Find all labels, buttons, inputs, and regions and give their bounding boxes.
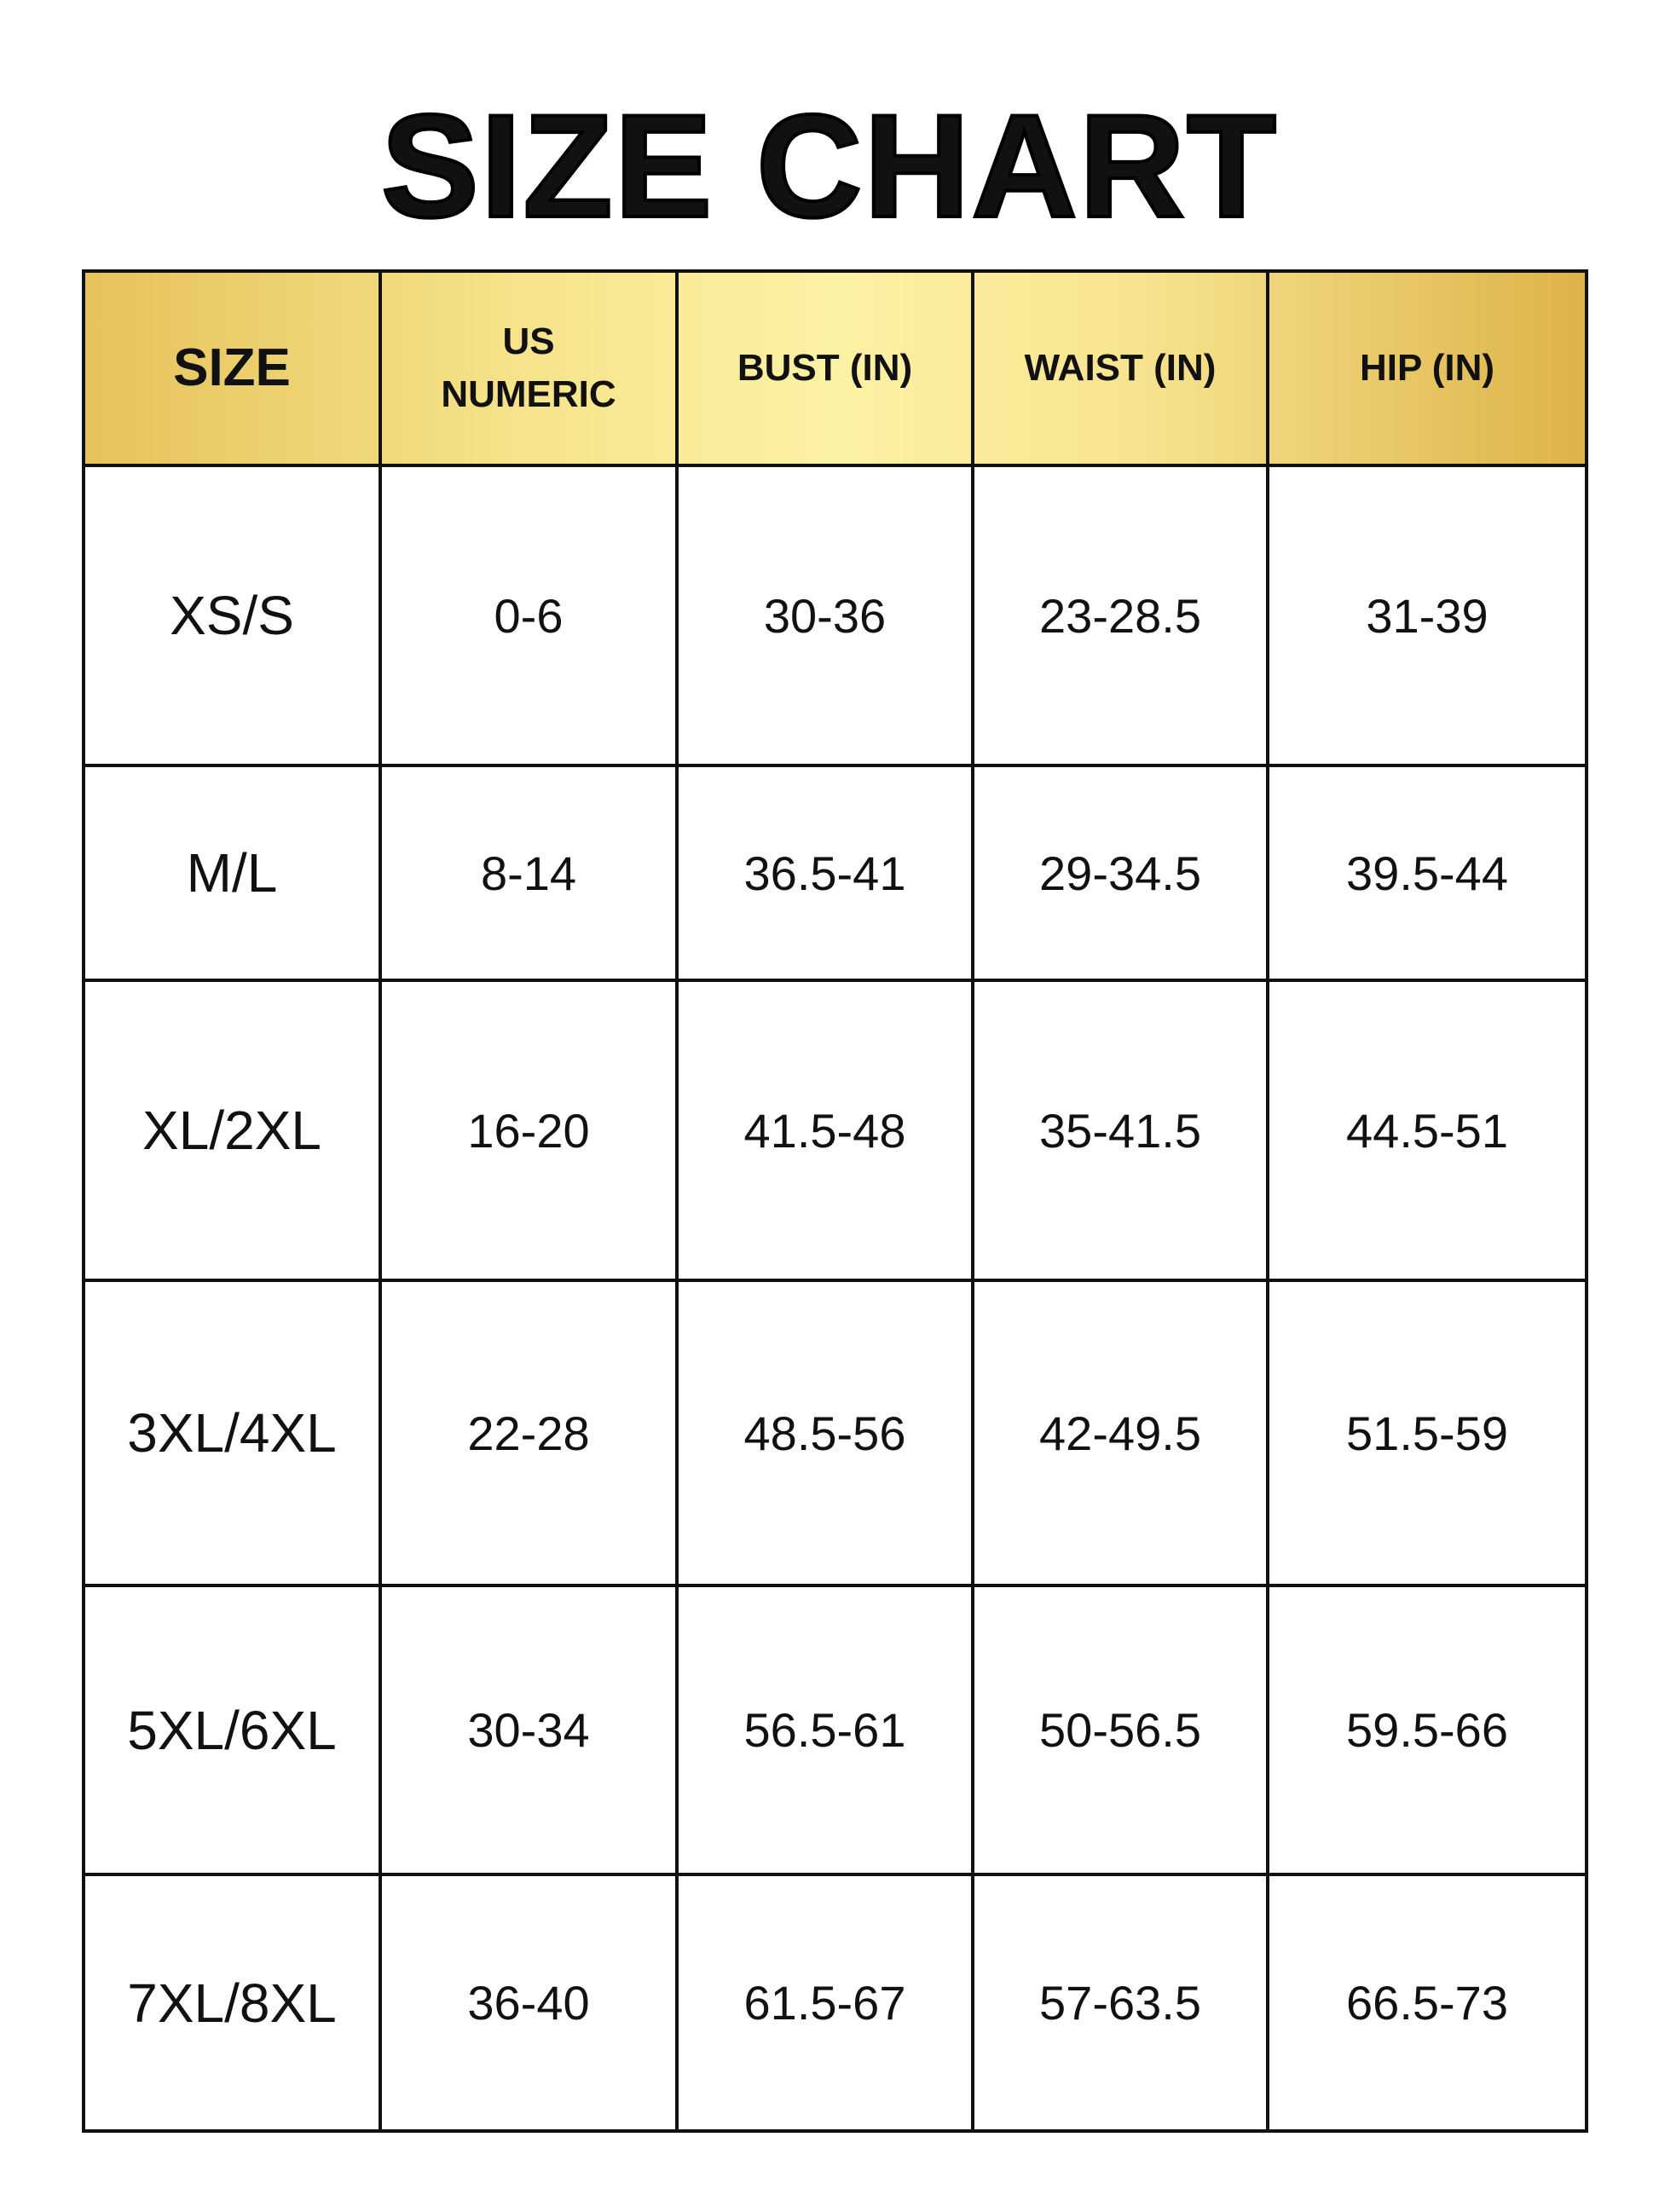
- measure-cell: 59.5-66: [1266, 1584, 1588, 1876]
- measure-cell: 36.5-41: [675, 764, 974, 982]
- measure-cell: 22-28: [379, 1279, 679, 1587]
- table-header: SIZE US NUMERIC BUST (IN) WAIST (IN) HIP (IN…: [82, 269, 1588, 467]
- size-cell: M/L: [82, 764, 382, 982]
- measure-cell: 51.5-59: [1266, 1279, 1588, 1587]
- table-row: 3XL/4XL 22-28 48.5-56 42-49.5 51.5-59: [82, 1279, 1588, 1587]
- column-header: HIP (IN): [1266, 269, 1588, 467]
- measure-cell: 41.5-48: [675, 979, 974, 1282]
- column-header: US NUMERIC: [379, 269, 679, 467]
- size-table: SIZE US NUMERIC BUST (IN) WAIST (IN) HIP (IN…: [82, 269, 1588, 2133]
- measure-cell: 36-40: [379, 1873, 679, 2133]
- size-cell: 7XL/8XL: [82, 1873, 382, 2133]
- measure-cell: 23-28.5: [971, 464, 1269, 767]
- measure-cell: 42-49.5: [971, 1279, 1269, 1587]
- table-row: 7XL/8XL 36-40 61.5-67 57-63.5 66.5-73: [82, 1873, 1588, 2133]
- measure-cell: 39.5-44: [1266, 764, 1588, 982]
- measure-cell: 8-14: [379, 764, 679, 982]
- measure-cell: 30-34: [379, 1584, 679, 1876]
- table-row: 5XL/6XL 30-34 56.5-61 50-56.5 59.5-66: [82, 1584, 1588, 1876]
- title: SIZE CHART: [379, 84, 1278, 249]
- table-row: M/L 8-14 36.5-41 29-34.5 39.5-44: [82, 764, 1588, 982]
- size-cell: 3XL/4XL: [82, 1279, 382, 1587]
- column-header: SIZE: [82, 269, 382, 467]
- measure-cell: 61.5-67: [675, 1873, 974, 2133]
- measure-cell: 44.5-51: [1266, 979, 1588, 1282]
- size-cell: XL/2XL: [82, 979, 382, 1282]
- measure-cell: 66.5-73: [1266, 1873, 1588, 2133]
- measure-cell: 31-39: [1266, 464, 1588, 767]
- measure-cell: 16-20: [379, 979, 679, 1282]
- measure-cell: 35-41.5: [971, 979, 1269, 1282]
- table-body: XS/S 0-6 30-36 23-28.5 31-39 M/L 8-14 36.5-41 29…: [82, 464, 1588, 2133]
- column-header: BUST (IN): [675, 269, 974, 467]
- table-row: XS/S 0-6 30-36 23-28.5 31-39: [82, 464, 1588, 767]
- header-row: SIZE US NUMERIC BUST (IN) WAIST (IN) HIP (IN…: [82, 269, 1588, 467]
- size-cell: XS/S: [82, 464, 382, 767]
- measure-cell: 50-56.5: [971, 1584, 1269, 1876]
- table-row: XL/2XL 16-20 41.5-48 35-41.5 44.5-51: [82, 979, 1588, 1282]
- measure-cell: 30-36: [675, 464, 974, 767]
- measure-cell: 56.5-61: [675, 1584, 974, 1876]
- measure-cell: 0-6: [379, 464, 679, 767]
- measure-cell: 48.5-56: [675, 1279, 974, 1587]
- measure-cell: 57-63.5: [971, 1873, 1269, 2133]
- column-header: WAIST (IN): [971, 269, 1269, 467]
- size-cell: 5XL/6XL: [82, 1584, 382, 1876]
- measure-cell: 29-34.5: [971, 764, 1269, 982]
